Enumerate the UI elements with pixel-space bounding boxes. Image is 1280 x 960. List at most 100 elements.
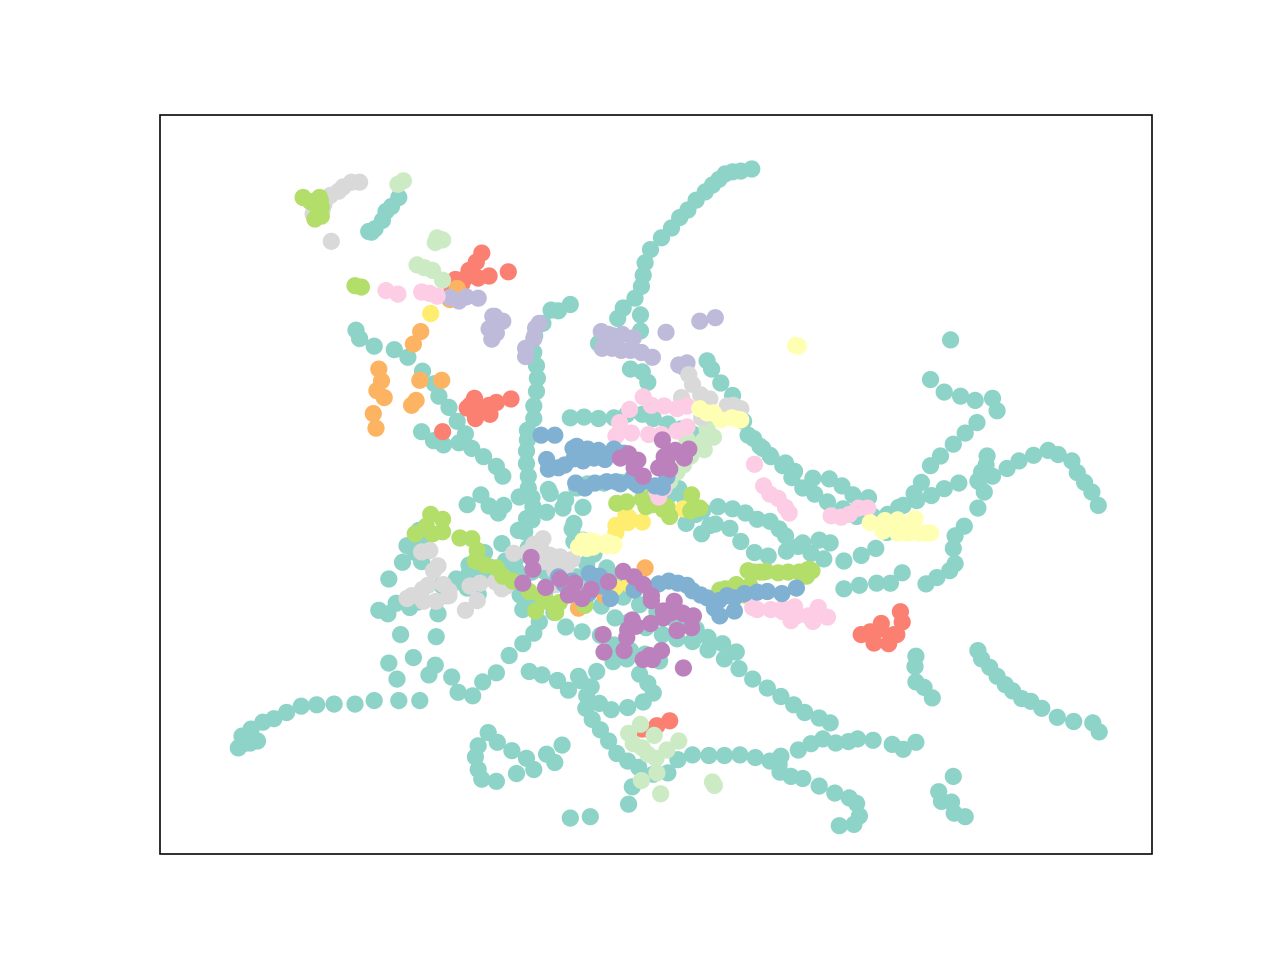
scatter-point (731, 746, 749, 764)
scatter-point (605, 535, 623, 553)
scatter-point (569, 667, 588, 685)
scatter-point (487, 324, 505, 342)
scatter-point (631, 715, 650, 733)
scatter-point (968, 414, 986, 432)
scatter-point (746, 749, 765, 767)
scatter-point (745, 544, 764, 562)
scatter-point (1083, 483, 1101, 501)
scatter-point (388, 670, 406, 688)
scatter-point (668, 621, 686, 640)
scatter-point (434, 523, 452, 541)
scatter-point (632, 772, 651, 790)
scatter-point (392, 626, 410, 644)
scatter-point (658, 741, 676, 759)
scatter-point (804, 469, 822, 487)
scatter-point (619, 699, 637, 717)
scatter-point (362, 223, 381, 241)
scatter-point (433, 371, 451, 389)
scatter-point (514, 601, 532, 619)
scatter-point (471, 574, 489, 592)
scatter-point (1025, 446, 1043, 464)
scatter-point (852, 546, 870, 565)
scatter-point (434, 436, 453, 454)
scatter-point (573, 623, 591, 641)
scatter-point (404, 335, 422, 353)
scatter-point (944, 435, 962, 453)
scatter-point (711, 607, 729, 625)
scatter-point (835, 580, 853, 598)
scatter-point (588, 662, 606, 681)
scatter-point (434, 423, 452, 441)
scatter-point (615, 642, 633, 660)
scatter-point (634, 388, 652, 406)
scatter-point (406, 525, 424, 543)
scatter-point (634, 467, 652, 485)
scatter-point (523, 489, 541, 507)
scatter-point (921, 524, 940, 542)
scatter-point (487, 772, 505, 790)
scatter-point (868, 574, 886, 592)
scatter-point (510, 488, 528, 506)
scatter-point (653, 431, 672, 449)
scatter-point (640, 425, 658, 444)
scatter-point (551, 570, 569, 588)
scatter-point (600, 573, 618, 591)
scatter-point (413, 543, 431, 561)
scatter-point (618, 628, 636, 647)
scatter-point (474, 673, 492, 691)
scatter-point (652, 229, 671, 247)
scatter-point (678, 418, 696, 436)
scatter-point (610, 414, 629, 432)
scatter-point (835, 552, 853, 570)
scatter-point (759, 547, 777, 565)
scatter-point (507, 765, 526, 783)
scatter-point (693, 525, 711, 543)
scatter-point (622, 424, 641, 442)
scatter-point (944, 767, 962, 786)
scatter-point (1090, 723, 1108, 741)
scatter-point (375, 389, 393, 407)
scatter-point (517, 442, 536, 460)
scatter-point (566, 574, 584, 592)
scatter-point (606, 609, 624, 627)
scatter-point (434, 271, 452, 289)
scatter-point (789, 537, 807, 556)
scatter-point (594, 626, 612, 644)
scatter-point (683, 619, 701, 637)
scatter-point (399, 348, 417, 366)
scatter-point (826, 784, 844, 802)
scatter-point (830, 817, 848, 835)
scatter-point (620, 508, 638, 526)
scatter-point (493, 535, 511, 553)
scatter-point (424, 562, 443, 580)
scatter-point (652, 785, 670, 803)
scatter-point (561, 409, 579, 427)
scatter-point (894, 496, 912, 514)
scatter-point (473, 770, 491, 788)
scatter-point (528, 369, 547, 387)
scatter-point (727, 643, 745, 661)
scatter-point (278, 703, 296, 722)
scatter-point (796, 703, 814, 722)
scatter-point (642, 592, 661, 610)
scatter-point (422, 304, 440, 323)
scatter-point (988, 402, 1006, 420)
scatter-point (905, 484, 923, 503)
scatter-point (922, 487, 941, 505)
scatter-point (780, 504, 798, 522)
scatter-point (464, 687, 482, 705)
scatter-point (761, 752, 779, 770)
scatter-point (787, 579, 806, 597)
scatter-point (806, 485, 824, 503)
scatter-point (712, 374, 730, 392)
scatter-point (703, 360, 721, 378)
scatter-point (525, 624, 543, 642)
scatter-point (407, 391, 425, 409)
scatter-point (412, 323, 430, 341)
scatter-point (365, 337, 383, 355)
scatter-point (699, 641, 717, 659)
scatter-point (390, 692, 408, 710)
scatter-point (538, 503, 556, 521)
scatter-point (434, 510, 452, 528)
